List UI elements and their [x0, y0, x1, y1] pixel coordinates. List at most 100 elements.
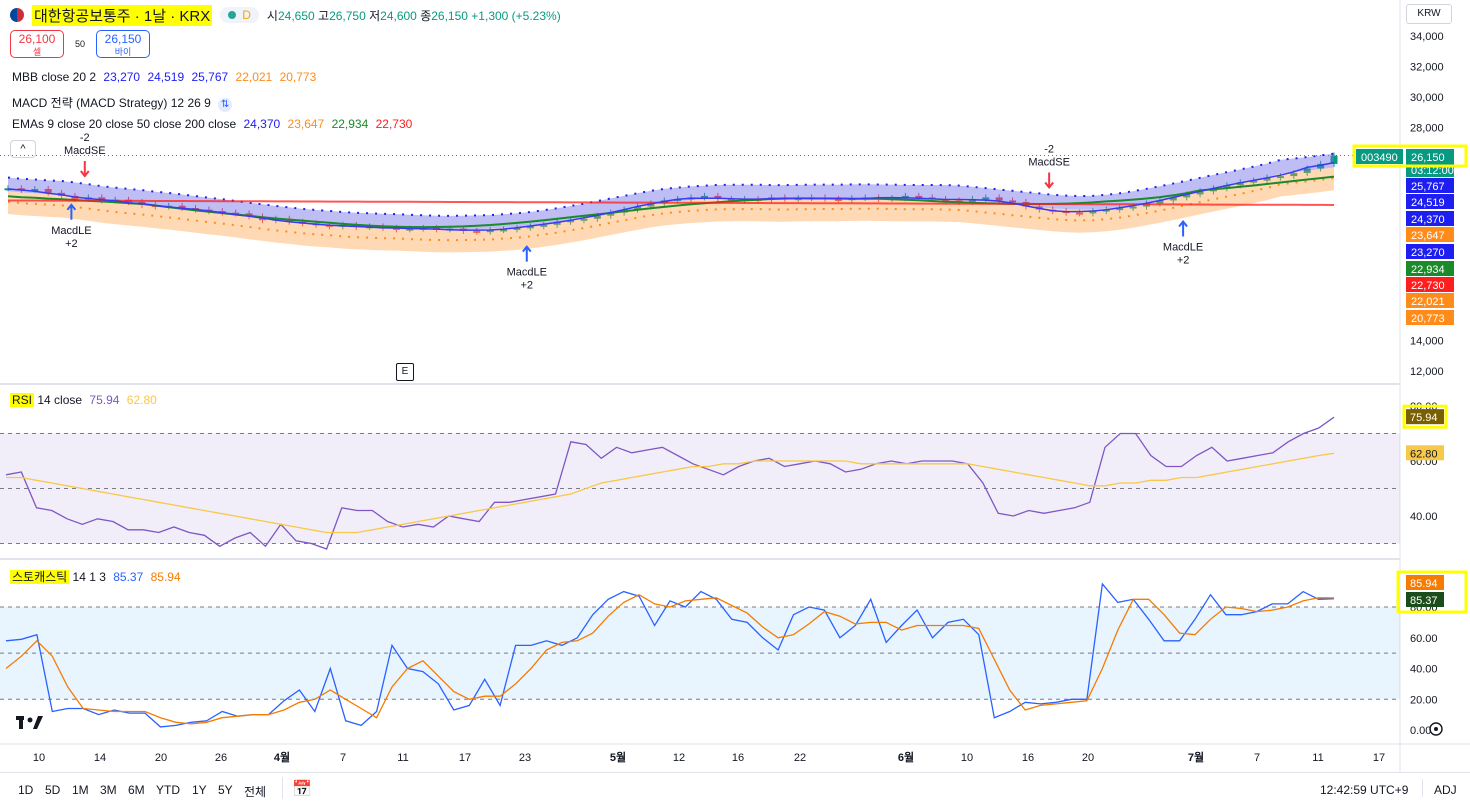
price-tag [1406, 261, 1454, 276]
range-button[interactable]: 1Y [192, 783, 207, 797]
candle-body [1076, 212, 1084, 215]
time-tick-label: 7 [1254, 752, 1260, 764]
highlight-box [1402, 404, 1448, 429]
strategy-report-icon[interactable]: ⇅ [218, 98, 233, 112]
earnings-marker[interactable]: E [396, 363, 414, 381]
rsi-series-line [5, 416, 1335, 550]
legend-macd-name: MACD 전략 (MACD Strategy) 12 26 9 [12, 96, 211, 110]
time-tick-label: 16 [1022, 752, 1034, 764]
candle-body [607, 212, 615, 216]
goto-date-calendar-icon[interactable]: 📅 [292, 781, 312, 798]
market-status[interactable]: D [220, 7, 259, 23]
sell-button[interactable]: 26,100 셀 [10, 30, 64, 58]
price-tag [1406, 178, 1454, 193]
price-tag-label: 23,270 [1411, 247, 1445, 259]
short-signal-arrow-icon [80, 161, 90, 178]
close-label: 종 [420, 8, 432, 23]
long-signal-arrow-icon [66, 203, 77, 220]
signal-label: MacdLE [51, 225, 91, 237]
adjust-data-button[interactable]: ADJ [1434, 783, 1457, 797]
legend-value: 23,647 [287, 117, 325, 131]
price-axis[interactable]: 34,00032,00030,00028,00014,00012,00080.0… [1410, 31, 1444, 737]
collapse-legend-button[interactable]: ^ [10, 140, 36, 158]
candle-body [1102, 209, 1110, 212]
legend-value: 22,730 [375, 117, 413, 131]
range-button[interactable]: 6M [128, 783, 145, 797]
time-axis[interactable]: 10 14 20 26 4월 7 11 17 23 5월 12 16 22 6월 10 16 20 7월 7 11 17 [33, 750, 1385, 764]
low-value: 24,600 [380, 8, 417, 23]
candle-body [1156, 200, 1164, 204]
candle-body [98, 197, 106, 201]
buy-button[interactable]: 26,150 바이 [96, 30, 150, 58]
signal-qty: -2 [80, 132, 90, 144]
price-tag-label: 25,767 [1411, 181, 1445, 193]
candle-body [901, 195, 909, 199]
legend-value: 22,021 [235, 70, 273, 84]
price-tick-label: 12,000 [1410, 366, 1444, 378]
legend-macd[interactable]: MACD 전략 (MACD Strategy) 12 26 9 ⇅ [12, 94, 236, 112]
legend-value: 20,773 [279, 70, 317, 84]
symbol-header: 대한항공보통주 · 1날 · KRX D 시24,650 고26,750 저24… [10, 4, 561, 26]
candle-body [1169, 197, 1177, 201]
legend-rsi-params: 14 close [34, 393, 83, 407]
rsi-tick-label: 40.00 [1410, 511, 1438, 523]
candle-body [553, 221, 561, 225]
range-button[interactable]: 1M [72, 783, 89, 797]
symbol-tag-label: 003490 [1361, 152, 1398, 164]
range-button[interactable]: 전체 [244, 785, 267, 799]
range-button[interactable]: 5D [45, 783, 61, 797]
rsi-pane[interactable] [0, 416, 1400, 550]
candle-body [1236, 182, 1244, 186]
open-label: 시 [266, 8, 278, 23]
ohlc-values: 시24,650 고26,750 저24,600 종26,150 +1,300 (… [267, 7, 561, 24]
time-tick-label: 11 [397, 752, 408, 764]
candle-body [1116, 208, 1124, 211]
time-tick-label: 12 [673, 752, 685, 764]
signal-qty: +2 [521, 280, 534, 292]
price-tick-label: 28,000 [1410, 122, 1444, 134]
stochastic-pane[interactable] [0, 582, 1400, 728]
rsi-value-tag [1406, 445, 1444, 461]
legend-emas[interactable]: EMAs 9 close 20 close 50 close 200 close… [12, 117, 416, 131]
clock-time[interactable]: 12:42:59 UTC+9 [1320, 783, 1409, 797]
legend-mbb[interactable]: MBB close 20 2 23,270 24,519 25,767 22,0… [12, 70, 320, 84]
candle-body [392, 227, 400, 230]
close-value: 26,150 [431, 8, 468, 23]
price-tag [1406, 293, 1454, 308]
symbol-title[interactable]: 대한항공보통주 · 1날 · KRX [32, 4, 213, 26]
price-tag [1406, 194, 1454, 209]
price-tick-label: 34,000 [1410, 31, 1444, 43]
range-button[interactable]: 1D [18, 783, 34, 797]
time-tick-label: 10 [961, 752, 973, 764]
time-tick-label: 4월 [274, 750, 290, 764]
tradingview-logo[interactable] [16, 716, 43, 729]
signal-qty: +2 [65, 238, 78, 250]
currency-selector[interactable]: KRW [1406, 4, 1452, 24]
legend-value: 24,370 [243, 117, 281, 131]
high-value: 26,750 [329, 8, 366, 23]
candle-body [1303, 168, 1311, 174]
stoch-value-tag [1406, 592, 1444, 607]
time-tick-label: 26 [215, 752, 227, 764]
highlight-box [1396, 570, 1468, 614]
range-button[interactable]: 3M [100, 783, 117, 797]
candle-body [982, 197, 990, 200]
legend-stochastic[interactable]: 스토캐스틱 14 1 3 85.37 85.94 [10, 568, 185, 585]
spread-value: 50 [74, 39, 85, 49]
range-button[interactable]: 5Y [218, 783, 233, 797]
legend-value: 23,270 [103, 70, 141, 84]
candle-body [834, 198, 842, 201]
legend-rsi[interactable]: RSI 14 close 75.94 62.80 [10, 393, 161, 407]
settings-gear-icon[interactable] [1429, 722, 1443, 736]
legend-rsi-name: RSI [10, 393, 35, 407]
candle-body [700, 195, 708, 198]
rsi-series-line [6, 452, 1335, 534]
time-tick-label: 11 [1312, 752, 1323, 764]
range-button[interactable]: YTD [156, 783, 180, 797]
time-tick-label: 22 [794, 752, 806, 764]
candle-body [593, 215, 601, 219]
candle-body [1183, 194, 1191, 198]
korea-flag-icon [10, 8, 24, 22]
